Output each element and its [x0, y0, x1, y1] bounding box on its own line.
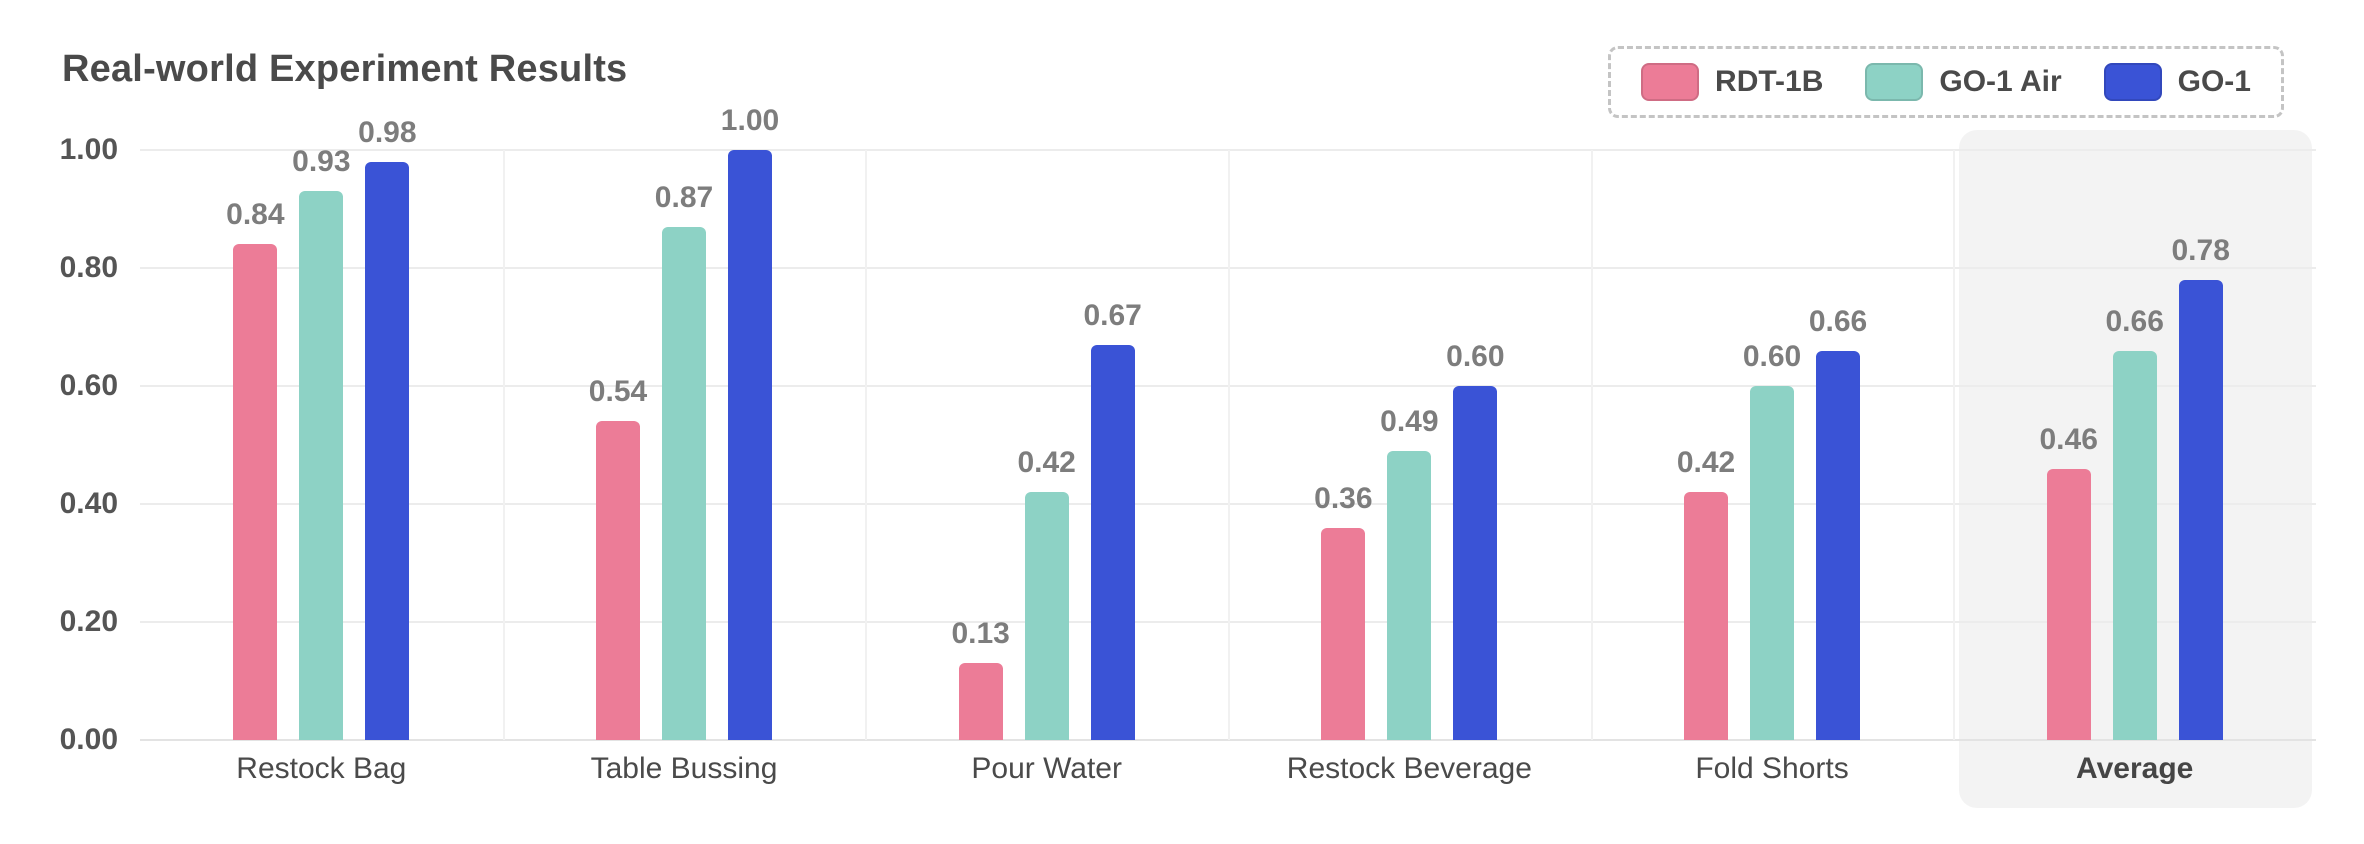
legend-swatch-go-1-air [1865, 63, 1924, 101]
bar: 0.87 [655, 181, 713, 740]
bar: 0.49 [1380, 405, 1439, 740]
bar-value-label: 0.49 [1380, 404, 1439, 438]
bar: 0.54 [589, 375, 647, 740]
bar-value-label: 0.98 [358, 115, 417, 149]
category-label: Restock Bag [236, 752, 407, 785]
bar: 0.60 [1743, 340, 1801, 740]
category-label: Table Bussing [590, 752, 778, 785]
bar-value-label: 0.60 [1446, 340, 1505, 373]
bar-value-label: 0.42 [1676, 446, 1736, 480]
legend-label: GO-1 Air [1939, 65, 2062, 98]
legend-item-rdt-1b: RDT-1B [1641, 63, 1823, 101]
bar: 0.66 [1809, 305, 1867, 740]
vertical-separator [502, 150, 505, 740]
bar-value-label: 0.93 [292, 145, 351, 179]
vertical-separator [1953, 150, 1956, 740]
bar: 0.98 [358, 116, 417, 740]
vertical-separator [1590, 150, 1593, 740]
bar: 0.93 [292, 145, 351, 740]
legend-label: RDT-1B [1715, 65, 1824, 98]
bar-group: 0.13 0.42 0.67 [865, 150, 1228, 740]
bar: 0.66 [2105, 305, 2164, 740]
bar-value-label: 0.46 [2039, 422, 2098, 456]
gridline [140, 739, 2316, 741]
bar-value-label: 0.60 [1742, 340, 1802, 373]
bar-value-label: 0.87 [654, 180, 714, 214]
y-tick-label: 1.00 [59, 133, 118, 166]
category-label: Fold Shorts [1695, 752, 1849, 785]
bar: 0.60 [1446, 340, 1505, 740]
legend-label: GO-1 [2177, 65, 2251, 98]
bar: 0.42 [1017, 446, 1076, 740]
bar-value-label: 0.78 [2171, 233, 2230, 267]
y-tick-label: 0.40 [59, 487, 118, 520]
bar-value-label: 0.54 [588, 375, 648, 409]
vertical-separator [1228, 150, 1230, 740]
bar-value-label: 0.42 [1017, 446, 1076, 480]
legend-swatch-go-1 [2103, 63, 2162, 101]
legend-swatch-rdt-1b [1641, 63, 1700, 101]
y-axis: 0.00 0.20 0.40 0.60 0.80 1.00 [0, 133, 118, 756]
bar-value-label: 0.66 [2105, 304, 2164, 338]
bar: 0.13 [951, 617, 1010, 740]
bar: 0.78 [2171, 234, 2230, 740]
y-tick-label: 0.60 [59, 369, 118, 402]
legend-item-go-1-air: GO-1 Air [1865, 63, 2062, 101]
bar: 0.84 [226, 198, 285, 740]
bar-group: 0.42 0.60 0.66 [1591, 150, 1954, 740]
bar-group: 0.36 0.49 0.60 [1228, 150, 1591, 740]
chart-title: Real-world Experiment Results [62, 48, 628, 90]
bar-value-label: 0.67 [1083, 298, 1142, 332]
category-label: Restock Beverage [1286, 752, 1532, 785]
bar-value-label: 0.66 [1808, 304, 1868, 338]
bar: 0.42 [1677, 446, 1735, 740]
vertical-separator [865, 150, 868, 740]
bar-group: 0.46 0.66 0.78 [1953, 150, 2316, 740]
plot-area: 0.84 0.93 0.98 0.54 0.87 1.00 0.13 0.42 0.67 0.36… [140, 104, 2316, 741]
x-axis-labels: Restock Bag Table Bussing Pour Water Restoc… [140, 752, 2316, 786]
y-tick-label: 0.20 [59, 605, 118, 638]
bar: 0.46 [2039, 423, 2098, 740]
bar-group: 0.54 0.87 1.00 [503, 104, 866, 740]
bar-group: 0.84 0.93 0.98 [140, 116, 503, 740]
bar-value-label: 0.13 [951, 617, 1010, 651]
bar-value-label: 0.36 [1314, 481, 1373, 515]
category-label: Average [2076, 752, 2194, 785]
legend-item-go-1: GO-1 [2103, 63, 2251, 101]
bar-groups: 0.84 0.93 0.98 0.54 0.87 1.00 0.13 0.42 0.67 0.36… [140, 104, 2316, 740]
y-tick-label: 0.00 [59, 723, 118, 756]
y-tick-label: 0.80 [59, 251, 118, 284]
bar: 0.36 [1314, 482, 1373, 740]
bar-value-label: 0.84 [226, 198, 285, 232]
legend: RDT-1B GO-1 Air GO-1 [1608, 46, 2284, 118]
category-label: Pour Water [971, 752, 1122, 785]
bar: 0.67 [1083, 299, 1142, 740]
bar-value-label: 1.00 [720, 104, 780, 137]
bar: 1.00 [721, 104, 779, 740]
